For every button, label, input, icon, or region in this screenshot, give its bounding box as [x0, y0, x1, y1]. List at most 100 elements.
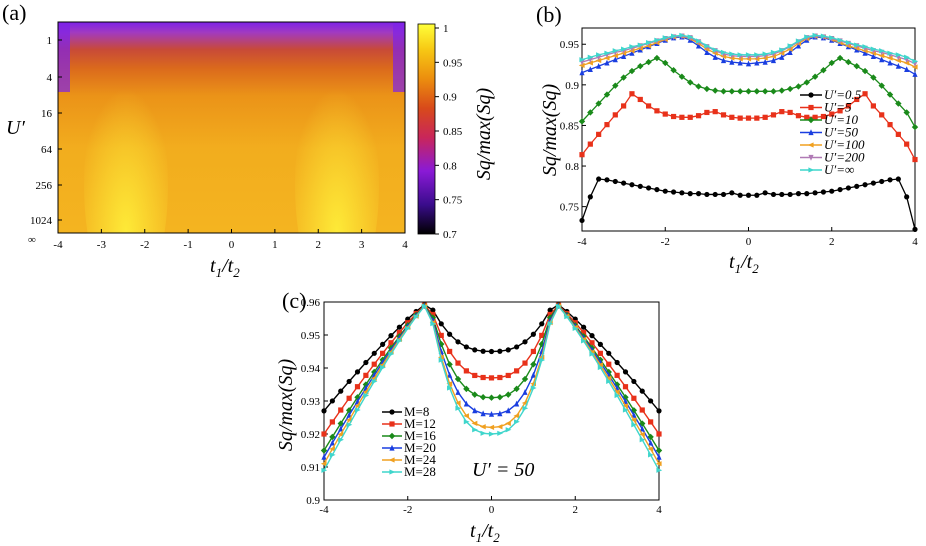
panel-label-c: (c) — [282, 288, 306, 313]
plot-b-data-point — [612, 112, 618, 118]
plot-c-data-point — [455, 339, 461, 345]
plot-c-data-point — [539, 321, 545, 327]
plot-b-data-point — [678, 73, 686, 80]
colorbar-tick-label: 0.9 — [443, 92, 457, 104]
plot-b-data-point — [729, 51, 736, 57]
plot-b-data-point — [579, 152, 585, 158]
plot-c-series-line — [323, 304, 660, 465]
plot-c-data-point — [421, 303, 428, 309]
plot-b-data-point — [687, 34, 694, 40]
plot-c-data-point — [413, 314, 420, 320]
colorbar-tick-label: 0.8 — [443, 160, 457, 172]
plot-c-data-point — [438, 321, 444, 327]
plot-c-data-point — [321, 431, 327, 437]
plot-c-data-point — [530, 331, 536, 337]
plot-c-data-point — [463, 400, 469, 407]
plot-b-data-point — [903, 60, 910, 66]
colorbar-tick-label: 0.85 — [443, 126, 463, 138]
plot-b-data-point — [762, 114, 768, 120]
plot-b-data-point — [637, 42, 644, 48]
plot-b-data-point — [879, 48, 885, 54]
plot-b-data-point — [895, 52, 902, 58]
heatmap-x-tick-label: -2 — [140, 239, 149, 251]
plot-b-legend-marker — [808, 154, 814, 161]
plot-b-y-tick-label: 0.75 — [560, 202, 580, 214]
plot-b-series-group — [579, 32, 919, 64]
plot-c-data-point — [454, 375, 462, 383]
plot-b-data-point — [587, 54, 594, 60]
colorbar-tick-label: 0.7 — [443, 229, 457, 241]
plot-b-x-tick-label: -2 — [661, 236, 670, 248]
plot-b-data-point — [729, 58, 735, 65]
plot-b-data-point — [804, 34, 810, 40]
plot-c-data-point — [338, 388, 344, 394]
plot-b-data-point — [754, 115, 760, 121]
plot-b-data-point — [770, 88, 777, 95]
plot-b-data-point — [753, 88, 761, 95]
plot-b-data-point — [837, 108, 843, 114]
heatmap-y-tick-label: 1 — [47, 35, 53, 47]
plot-c-data-point — [514, 344, 520, 350]
plot-b-data-point — [837, 186, 843, 193]
plot-c-data-point — [463, 413, 469, 419]
plot-b-data-point — [886, 91, 894, 98]
plot-c-data-point — [622, 369, 629, 375]
plot-b-data-point — [595, 57, 602, 64]
plot-b-data-point — [704, 191, 710, 198]
plot-c-legend: M=8M=12M=16M=20M=24M=28 — [382, 404, 436, 479]
plot-c-data-point — [606, 350, 612, 356]
plot-b-data-point — [770, 191, 777, 198]
plot-b-data-point — [870, 180, 876, 186]
plot-c-data-point — [514, 419, 520, 425]
heatmap-y-tick-label: 64 — [41, 144, 53, 156]
plot-c-data-point — [463, 368, 469, 374]
plot-c-data-point — [479, 393, 487, 401]
plot-b-data-point — [812, 190, 818, 196]
plot-c-data-point — [614, 359, 620, 366]
plot-b-data-point — [787, 43, 794, 49]
plot-c-data-point — [480, 374, 486, 381]
plot-c-y-tick-label: 0.95 — [301, 330, 321, 342]
plot-b-data-point — [754, 192, 760, 198]
plot-b-data-point — [754, 52, 761, 58]
plot-c-data-point — [613, 389, 620, 395]
colorbar-tick-label: 1 — [443, 23, 449, 35]
plot-b-data-point — [679, 114, 685, 120]
plot-b-data-point — [778, 87, 785, 94]
plot-b-data-point — [712, 191, 718, 198]
plot-c-y-tick-label: 0.96 — [301, 297, 321, 309]
plot-b-data-point — [870, 103, 876, 109]
plot-b-series-group — [579, 176, 918, 232]
plot-c-data-point — [513, 413, 520, 419]
plot-c-xlabel: t1/t2 — [470, 520, 500, 545]
plot-c-data-point — [446, 381, 453, 387]
plot-c-data-point — [346, 378, 352, 385]
plot-c-data-point — [530, 361, 537, 368]
plot-c-data-point — [497, 348, 503, 354]
plot-c-series-group — [321, 302, 662, 414]
plot-b-data-point — [779, 109, 785, 115]
plot-b-data-point — [795, 191, 802, 197]
plot-c-data-point — [447, 371, 453, 378]
plot-b-data-point — [895, 62, 901, 69]
heatmap-bright-left — [84, 65, 168, 233]
plot-b-data-point — [679, 190, 685, 196]
plot-c-data-point — [522, 360, 528, 366]
plot-b-data-point — [595, 100, 602, 107]
plot-b-data-point — [812, 114, 818, 120]
plot-b-data-point — [879, 178, 885, 185]
plot-c-data-point — [338, 407, 344, 413]
panel-label-b: (b) — [536, 2, 562, 27]
plot-b-data-point — [603, 91, 611, 98]
heatmap-x-tick-label: 4 — [402, 239, 408, 251]
plot-c-data-point — [648, 452, 654, 458]
plot-b-data-point — [695, 42, 702, 49]
plot-c-data-point — [438, 357, 445, 363]
plot-b-data-point — [837, 37, 844, 43]
plot-c-data-point — [329, 446, 335, 452]
plot-b-data-point — [820, 189, 827, 195]
plot-b-data-point — [886, 55, 893, 61]
plot-b-data-point — [679, 32, 686, 38]
plot-c-data-point — [371, 378, 378, 384]
